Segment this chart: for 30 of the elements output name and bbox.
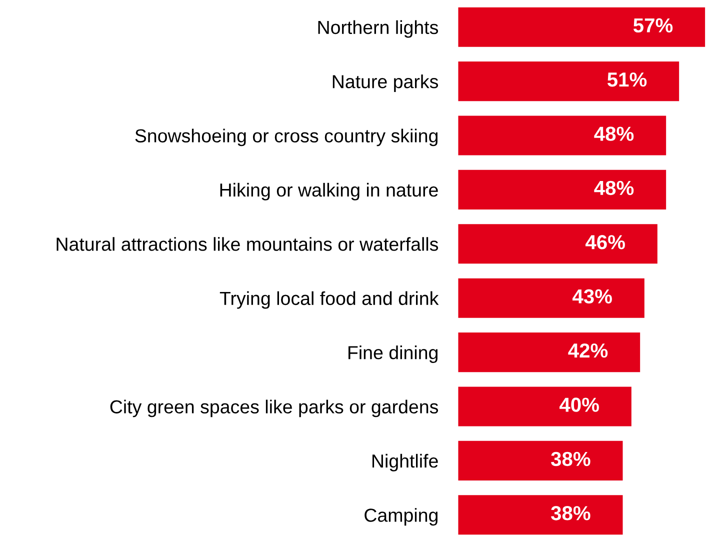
- data-label: 51%: [607, 72, 647, 87]
- y-tick-label: Hiking or walking in nature: [220, 182, 438, 200]
- bar: [458, 116, 666, 156]
- bar: [458, 224, 658, 264]
- y-tick-label: Nature parks: [332, 74, 438, 92]
- bar: [458, 170, 666, 210]
- y-tick-label: Camping: [364, 508, 438, 526]
- y-tick-label: Snowshoeing or cross country skiing: [135, 128, 438, 146]
- y-tick-label: Trying local food and drink: [220, 291, 439, 309]
- data-label: 42%: [568, 343, 608, 358]
- y-tick-label: Natural attractions like mountains or waterfalls: [56, 237, 438, 251]
- bar: [458, 386, 632, 426]
- data-label: 40%: [560, 398, 599, 412]
- y-tick-label: Fine dining: [348, 346, 438, 363]
- data-label: 38%: [550, 506, 590, 520]
- bar: [458, 332, 640, 372]
- bar: [458, 440, 623, 480]
- y-tick-label: City green spaces like parks or gardens: [110, 400, 438, 418]
- bar: [458, 62, 680, 102]
- data-label: 57%: [633, 18, 673, 33]
- bar: [458, 7, 706, 47]
- data-label: 48%: [594, 126, 634, 141]
- y-tick-label: Nightlife: [372, 454, 438, 472]
- data-label: 38%: [550, 452, 590, 466]
- y-tick-label: Northern lights: [318, 20, 438, 38]
- data-label: 48%: [594, 180, 634, 196]
- bar: [458, 278, 644, 318]
- data-label: 43%: [572, 289, 612, 304]
- bar: [458, 495, 623, 535]
- data-label: 46%: [585, 235, 625, 250]
